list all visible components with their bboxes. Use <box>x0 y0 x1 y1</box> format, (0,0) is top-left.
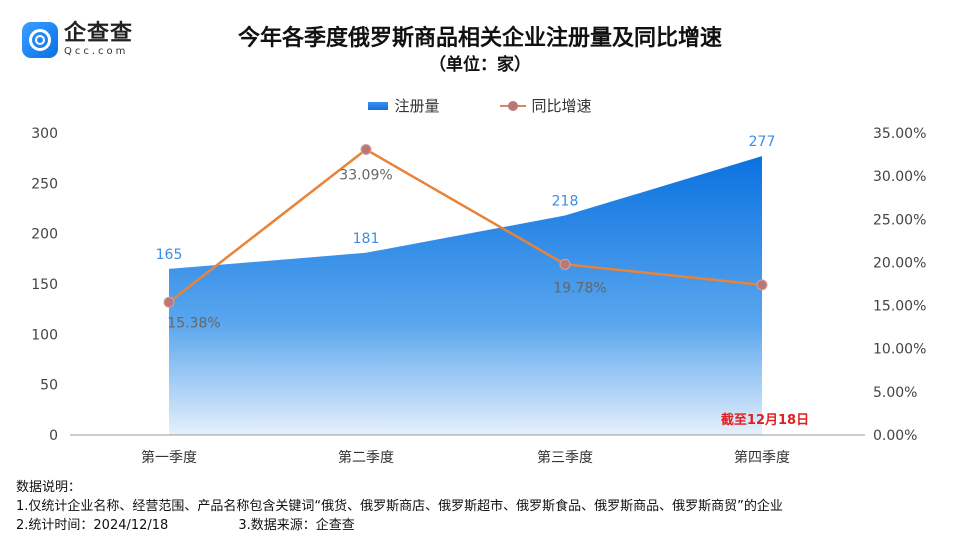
chart-subtitle: （单位：家） <box>429 55 531 75</box>
y-left-tick-label: 150 <box>31 277 58 293</box>
y-right-tick-label: 5.00% <box>873 385 917 401</box>
y-left-tick-label: 50 <box>40 378 58 394</box>
line-data-label: 15.38% <box>167 315 220 331</box>
y-left-tick-label: 200 <box>31 227 58 243</box>
data-notes: 数据说明： 1.仅统计企业名称、经营范围、产品名称包含关键词“俄货、俄罗斯商店、… <box>16 478 783 535</box>
x-tick-label: 第四季度 <box>734 449 790 466</box>
logo-name: 企查查 <box>64 21 134 46</box>
notes-line2b: 3.数据来源：企查查 <box>238 518 355 533</box>
x-tick-label: 第一季度 <box>141 449 197 466</box>
y-right-tick-label: 35.00% <box>873 126 926 142</box>
area-data-label: 277 <box>749 134 776 150</box>
y-right-tick-label: 25.00% <box>873 212 926 228</box>
legend-label: 同比增速 <box>531 97 592 115</box>
y-left-tick-label: 100 <box>31 327 58 343</box>
legend-label: 注册量 <box>394 97 440 115</box>
chart-title: 今年各季度俄罗斯商品相关企业注册量及同比增速 <box>237 26 722 51</box>
x-tick-label: 第三季度 <box>537 449 593 466</box>
y-left-tick-label: 0 <box>49 428 58 444</box>
logo: 企查查 Qcc.com <box>22 22 133 58</box>
legend-item-area[interactable]: 注册量 <box>368 95 440 116</box>
area-data-label: 181 <box>353 231 380 247</box>
area-data-label: 218 <box>552 194 579 210</box>
line-data-label: 33.09% <box>339 167 392 183</box>
area-data-label: 165 <box>156 247 183 263</box>
notes-line2a: 2.统计时间：2024/12/18 <box>16 518 169 533</box>
legend-swatch-area <box>368 101 389 110</box>
line-marker <box>163 296 175 308</box>
y-right-tick-label: 0.00% <box>873 428 917 444</box>
y-right-tick-label: 20.00% <box>873 255 926 271</box>
line-series-growth <box>168 147 763 304</box>
y-right-tick-label: 10.00% <box>873 342 926 358</box>
y-right-tick-label: 30.00% <box>873 169 926 185</box>
legend: 注册量 同比增速 <box>0 95 960 116</box>
y-left-tick-label: 300 <box>31 126 58 142</box>
line-marker <box>559 258 571 270</box>
logo-domain: Qcc.com <box>64 46 129 57</box>
notes-heading: 数据说明： <box>16 480 82 495</box>
notes-line1: 1.仅统计企业名称、经营范围、产品名称包含关键词“俄货、俄罗斯商店、俄罗斯超市、… <box>16 499 783 514</box>
y-right-tick-label: 15.00% <box>873 299 926 315</box>
qcc-logo-icon <box>22 22 58 58</box>
area-series-registrations <box>169 156 762 436</box>
legend-item-line[interactable]: 同比增速 <box>499 95 592 116</box>
legend-swatch-line <box>499 100 526 111</box>
line-data-label: 19.78% <box>553 280 606 296</box>
date-annotation: 截至12月18日 <box>721 412 809 428</box>
x-tick-label: 第二季度 <box>338 449 394 466</box>
y-left-tick-label: 250 <box>31 176 58 192</box>
line-marker <box>360 143 372 155</box>
line-marker <box>756 279 768 291</box>
